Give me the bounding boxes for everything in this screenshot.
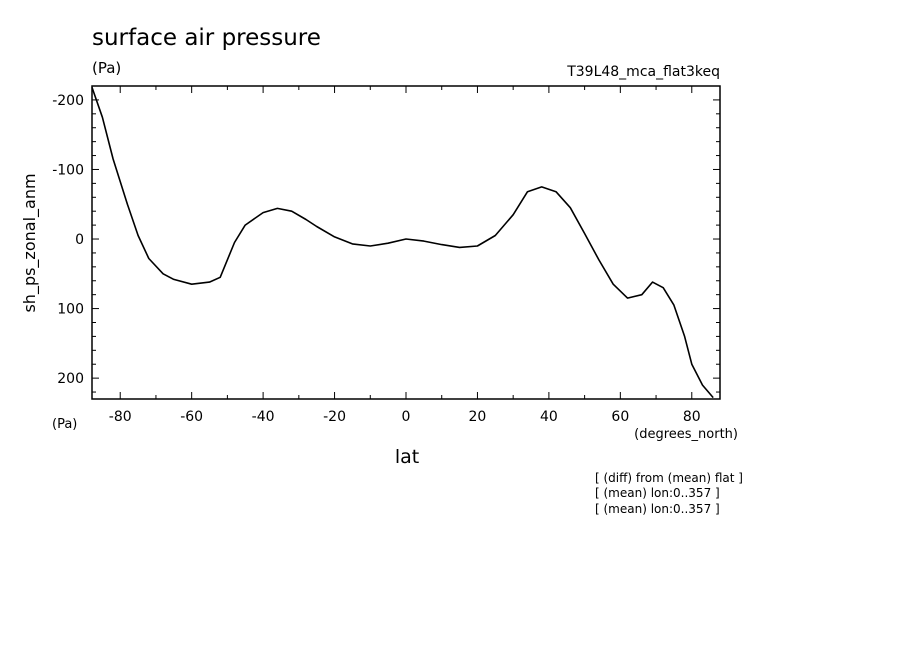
x-tick-label: 60 [611,409,629,425]
x-axis-units: (degrees_north) [634,427,738,442]
note-line-2: [ (mean) lon:0..357 ] [595,486,720,500]
y-tick-label: -200 [52,93,84,109]
x-tick-label: -60 [180,409,203,425]
y-tick-label: 0 [75,232,84,248]
y-tick-label: 200 [57,371,84,387]
x-tick-label: 80 [683,409,701,425]
plot-frame [91,85,721,400]
x-tick-label: 40 [540,409,558,425]
y-tick-label: -100 [52,162,84,178]
chart-title: surface air pressure [92,25,321,51]
chart-units-label: (Pa) [92,59,121,77]
note-line-1: [ (diff) from (mean) flat ] [595,471,743,485]
x-tick-label: -20 [323,409,346,425]
x-tick-label: 20 [469,409,487,425]
series-layer [91,87,714,399]
y-axis-units: (Pa) [52,417,77,432]
x-axis-label: lat [395,446,419,468]
x-tick-label: -80 [109,409,132,425]
run-label: T39L48_mca_flat3keq [566,64,720,80]
y-tick-label: 100 [57,302,84,318]
note-line-3: [ (mean) lon:0..357 ] [595,502,720,516]
y-axis-label: sh_ps_zonal_anm [20,173,40,312]
x-tick-label: -40 [252,409,275,425]
x-tick-label: 0 [402,409,411,425]
series-line [91,87,714,399]
axis-ticks [92,86,720,399]
